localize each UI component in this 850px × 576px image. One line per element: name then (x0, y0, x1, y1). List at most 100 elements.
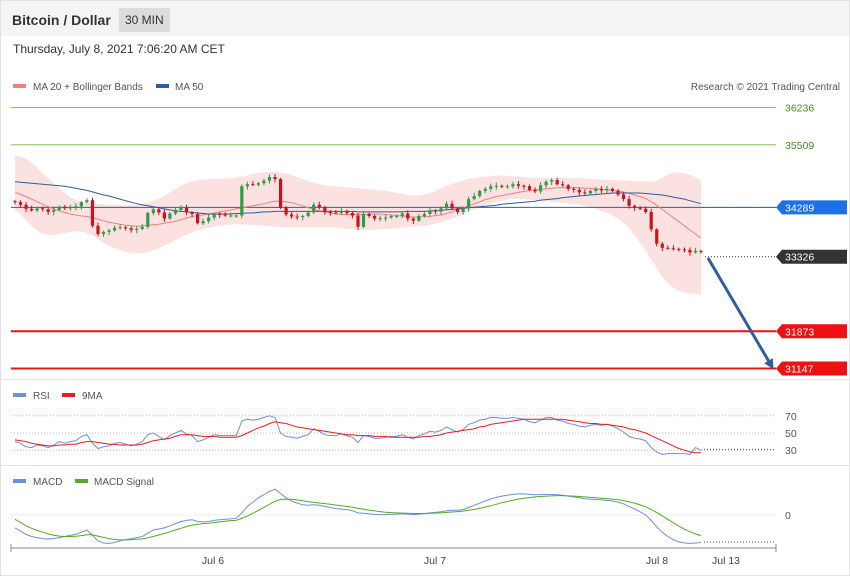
candle-body (444, 203, 449, 209)
candle-body (599, 188, 604, 191)
x-tick-label: Jul 6 (202, 555, 224, 567)
x-tick-label: Jul 13 (712, 555, 740, 567)
candle-body (583, 192, 587, 194)
candle-body (195, 213, 200, 224)
candle-body (301, 216, 305, 218)
x-tick-label: Jul 7 (424, 555, 446, 567)
price-label-36236: 36236 (785, 103, 814, 115)
price-label-34289: 34289 (785, 202, 814, 214)
candle-body (229, 215, 233, 217)
candle-body (317, 204, 321, 208)
candle-body (550, 180, 554, 182)
candle-body (561, 184, 565, 186)
rsi-tick-label: 70 (785, 411, 797, 423)
price-tag-34289 (776, 200, 847, 215)
timeframe-badge[interactable]: 30 MIN (119, 8, 170, 32)
candle-body (74, 206, 78, 208)
candle-body (18, 202, 23, 205)
candle-body (505, 186, 509, 188)
candle-body (323, 207, 327, 212)
candle-body (79, 202, 83, 207)
candle-body (151, 209, 155, 213)
candle-body (212, 213, 216, 218)
candle-body (494, 185, 498, 187)
macd-legend-swatch (13, 479, 26, 483)
candle-body (124, 227, 128, 229)
candle-body (450, 203, 454, 209)
candle-body (173, 209, 178, 214)
candle-body (90, 200, 95, 226)
price-tag-31873 (776, 324, 847, 339)
candle-body (406, 213, 410, 219)
rsi-legend-swatch (13, 393, 26, 397)
candle-body (190, 212, 194, 214)
candle-body (312, 204, 316, 213)
candle-body (538, 185, 543, 192)
candle-body (367, 213, 371, 217)
rsi-legend-label: RSI (33, 391, 50, 402)
candle-body (361, 213, 366, 227)
candle-body (605, 188, 609, 191)
candle-body (273, 177, 277, 180)
candle-body (101, 231, 106, 234)
candle-body (41, 208, 45, 210)
candle-body (46, 209, 50, 212)
candle-body (295, 216, 299, 218)
candle-body (478, 190, 482, 197)
candle-body (223, 214, 227, 216)
candle-body (433, 210, 438, 212)
candle-body (378, 218, 382, 220)
price-tag-33326 (776, 249, 847, 264)
candle-body (527, 186, 532, 190)
ma20-legend-swatch (13, 84, 26, 88)
candle-body (328, 211, 332, 213)
candle-body (500, 185, 504, 187)
candle-body (389, 216, 393, 218)
macd-signal-line (14, 495, 702, 541)
candle-body (157, 209, 161, 213)
candle-body (671, 248, 675, 250)
candle-body (278, 179, 283, 208)
forecast-arrow (706, 257, 774, 370)
candle-body (594, 188, 598, 191)
candle-body (699, 250, 703, 252)
x-axis: Jul 6 Jul 7 Jul 8 Jul 13 (10, 544, 777, 567)
candle-body (439, 208, 443, 212)
candle-body (411, 218, 415, 221)
candle-body (395, 216, 399, 218)
candle-body (345, 210, 349, 213)
candle-body (633, 205, 637, 208)
candle-body (511, 184, 515, 187)
candle-body (112, 227, 117, 231)
candle-body (489, 186, 493, 189)
candle-body (682, 249, 687, 251)
candle-body (218, 213, 222, 215)
rsi-panel: 70 50 30 (11, 411, 797, 457)
candle-body (240, 186, 244, 216)
candle-body (306, 212, 310, 217)
candle-body (522, 185, 526, 187)
candle-body (85, 200, 89, 203)
candle-body (179, 207, 183, 210)
header-bar: Bitcoin / Dollar 30 MIN (1, 1, 849, 36)
candle-body (422, 213, 426, 217)
candle-body (168, 213, 172, 219)
rsi-ma-legend-swatch (62, 393, 75, 397)
rsi-ma-legend-label: 9MA (82, 391, 103, 402)
candles-layer (13, 173, 703, 256)
candle-body (356, 215, 360, 227)
rsi-tick-label: 30 (785, 445, 797, 457)
ma50-legend-swatch (156, 84, 169, 88)
candle-body (96, 225, 100, 234)
candle-body (184, 207, 189, 213)
candle-body (234, 215, 238, 217)
candle-body (649, 211, 653, 230)
price-tags-layer: 36236 35509 34289 33326 31873 31147 (776, 103, 847, 376)
candle-body (688, 249, 692, 253)
candle-body (201, 221, 205, 224)
candle-body (555, 180, 559, 185)
price-label-31147: 31147 (785, 364, 814, 376)
candle-body (417, 216, 421, 221)
candle-body (655, 229, 659, 244)
